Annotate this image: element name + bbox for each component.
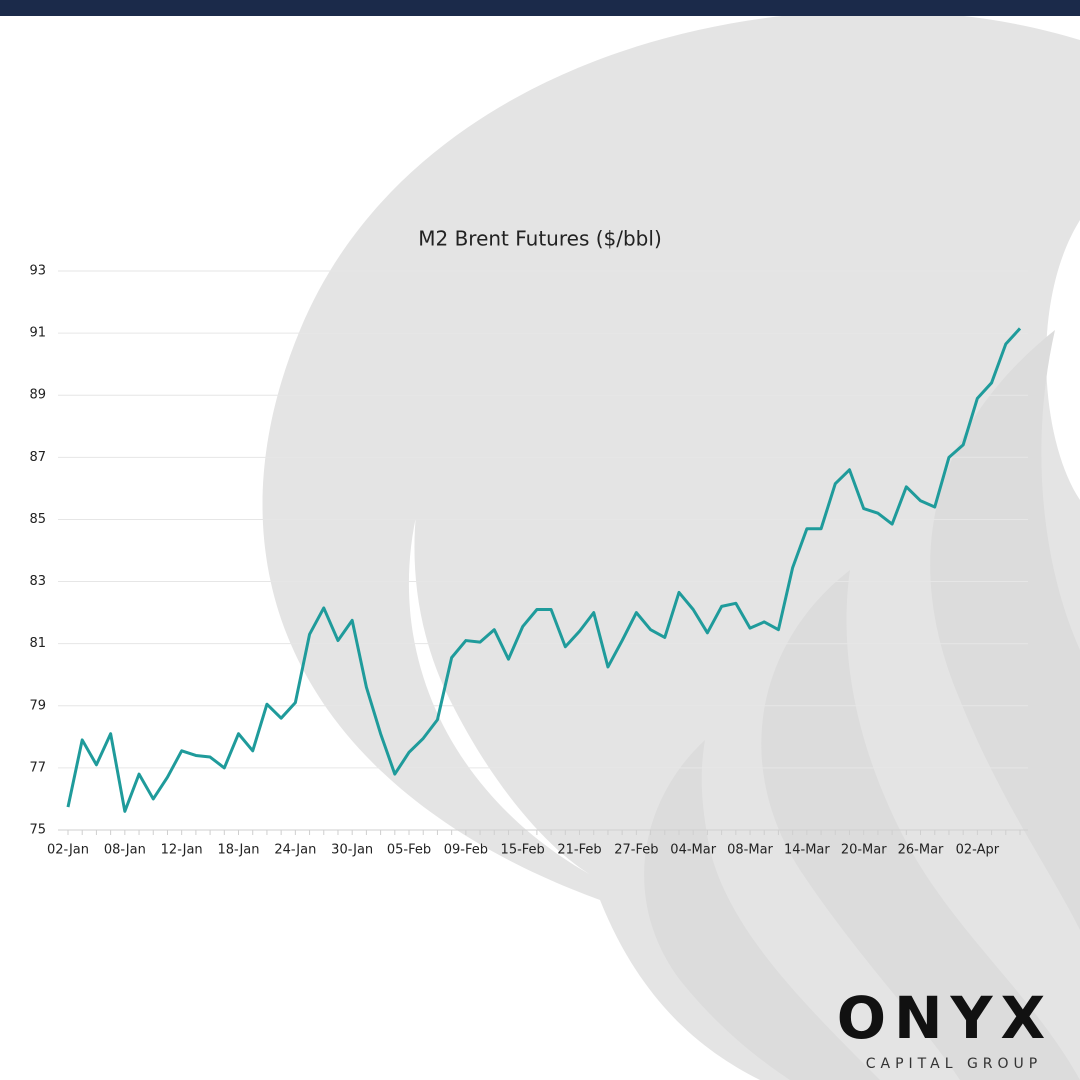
x-tick-label: 08-Mar — [727, 843, 773, 858]
x-tick-label: 05-Feb — [387, 843, 431, 858]
flame — [761, 570, 1080, 1080]
x-tick-label: 02-Jan — [47, 843, 89, 858]
x-tick-label: 04-Mar — [670, 843, 716, 858]
flame — [930, 330, 1080, 930]
background-logo — [262, 10, 1080, 1080]
y-tick-label: 87 — [29, 450, 46, 465]
y-tick-label: 93 — [29, 264, 46, 279]
logo-name: ONYX — [837, 984, 1054, 1052]
x-tick-label: 12-Jan — [161, 843, 203, 858]
y-tick-label: 83 — [29, 574, 46, 589]
x-tick-label: 02-Apr — [956, 843, 1000, 858]
x-tick-label: 15-Feb — [501, 843, 545, 858]
y-tick-label: 79 — [29, 698, 46, 713]
logo-tagline: CAPITAL GROUP — [866, 1056, 1043, 1072]
x-tick-label: 09-Feb — [444, 843, 488, 858]
y-tick-label: 75 — [29, 823, 46, 838]
y-tick-label: 85 — [29, 512, 46, 527]
y-tick-label: 91 — [29, 326, 46, 341]
x-tick-label: 08-Jan — [104, 843, 146, 858]
y-tick-label: 89 — [29, 388, 46, 403]
y-tick-label: 81 — [29, 636, 46, 651]
x-tick-label: 26-Mar — [898, 843, 944, 858]
x-tick-label: 18-Jan — [218, 843, 260, 858]
x-tick-label: 27-Feb — [614, 843, 658, 858]
price-line — [66, 327, 1022, 813]
chart-title: M2 Brent Futures ($/bbl) — [418, 227, 662, 251]
x-tick-label: 30-Jan — [331, 843, 373, 858]
x-tick-label: 14-Mar — [784, 843, 830, 858]
flame — [644, 740, 880, 1080]
plot-area: 75 77 79 81 83 85 87 89 91 93 02-Jan 08-Jan 12-Jan 18… — [29, 264, 1028, 858]
x-tick-label: 20-Mar — [841, 843, 887, 858]
x-tick-label: 24-Jan — [274, 843, 316, 858]
top-bar — [0, 0, 1080, 16]
x-tick-label: 21-Feb — [557, 843, 601, 858]
y-tick-label: 77 — [29, 760, 46, 775]
